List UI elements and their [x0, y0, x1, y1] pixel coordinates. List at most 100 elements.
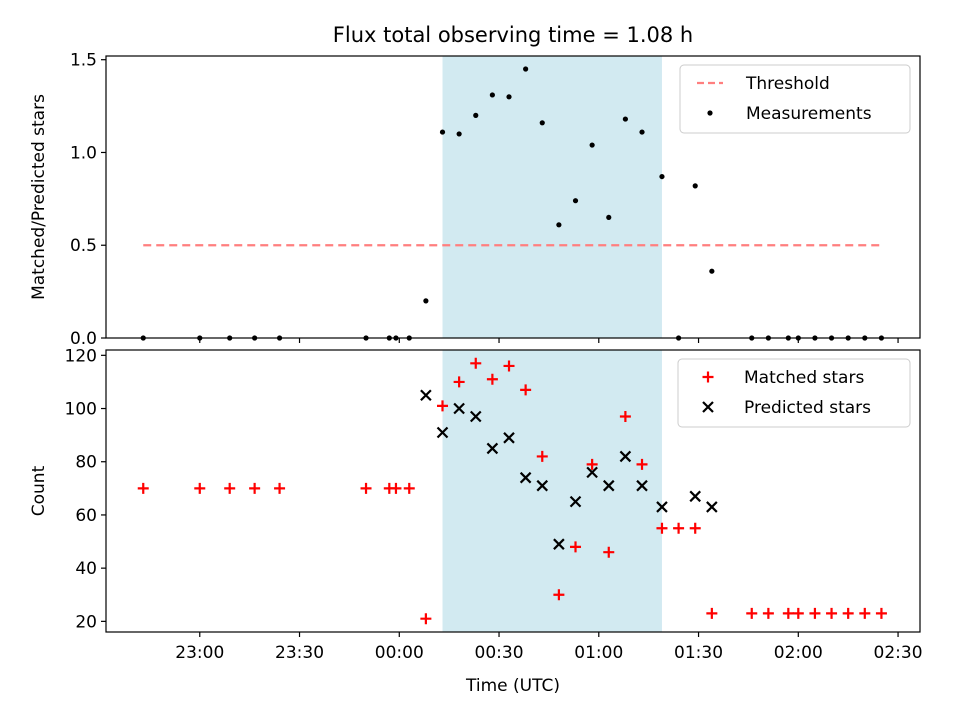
predicted-stars-point [619, 450, 632, 463]
matched-stars-point [859, 607, 871, 619]
matched-stars-point [619, 411, 631, 423]
matched-stars-point [503, 360, 515, 372]
predicted-stars-point [569, 495, 582, 508]
measurements-point [489, 92, 495, 98]
matched-stars-point [762, 607, 774, 619]
y-tick-label: 120 [65, 346, 97, 366]
predicted-stars-point [420, 389, 432, 402]
matched-stars-point [194, 482, 206, 494]
predicted-stars-point [503, 432, 515, 444]
plot-frame [105, 55, 921, 339]
measurements-point [709, 268, 715, 274]
measurements-point [523, 66, 529, 72]
matched-stars-point [792, 607, 804, 619]
matched-stars-point [553, 589, 565, 601]
legend-label: Threshold [745, 74, 830, 94]
predicted-stars-point [486, 442, 499, 455]
measurements-point [639, 129, 645, 135]
measurements-point [692, 183, 698, 189]
y-axis-label: Count [29, 465, 49, 516]
count-panel: 20 40 60 80 100 120 23:00 23:30 00:00 00:30 01:00 0… [29, 346, 923, 663]
legend-label: Measurements [746, 104, 872, 124]
predicted-stars-point [519, 471, 532, 484]
matched-stars-point [826, 607, 838, 619]
matched-stars-point [536, 450, 548, 462]
x-tick-label: 01:00 [574, 643, 623, 663]
y-tick-label: 60 [75, 506, 97, 526]
predicted-stars-point [586, 466, 598, 479]
matched-stars-point [875, 607, 887, 619]
legend-marker [702, 401, 714, 413]
measurements-point [589, 142, 595, 148]
matched-stars-point [603, 546, 615, 558]
measurements-point [473, 112, 479, 118]
measurements-point [622, 116, 628, 122]
measurements-point [506, 94, 512, 100]
matched-stars-point [809, 607, 821, 619]
observing-window-shade [442, 56, 662, 338]
predicted-stars-point [436, 426, 449, 439]
observing-window-shade [442, 350, 662, 632]
matched-stars-point [636, 458, 648, 470]
x-tick-label: 02:30 [874, 643, 923, 663]
predicted-stars-point [553, 538, 565, 550]
y-tick-label: 0.0 [70, 329, 97, 349]
predicted-stars-point [656, 501, 668, 513]
measurements-point [439, 129, 446, 135]
x-tick-label: 00:00 [375, 643, 424, 663]
matched-stars-point [656, 522, 668, 534]
predicted-stars-point [536, 479, 549, 492]
matched-stars-point [137, 482, 149, 494]
matched-stars-point [453, 376, 465, 388]
measurements-point [659, 173, 665, 180]
legend-box [679, 64, 911, 134]
x-tick-label: 23:00 [175, 643, 224, 663]
matched-stars-point [520, 384, 532, 396]
x-tick-label: 01:30 [674, 643, 723, 663]
measurements-point [539, 120, 545, 126]
y-tick-label: 100 [65, 400, 97, 420]
matched-stars-point [746, 607, 758, 619]
predicted-stars-point [636, 479, 648, 492]
legend-marker [702, 371, 714, 383]
matched-stars-point [706, 607, 718, 619]
matched-stars-point [403, 482, 415, 494]
predicted-stars-point [689, 490, 701, 503]
matched-stars-point [842, 607, 854, 619]
x-tick-label: 02:00 [774, 643, 823, 663]
matched-stars-point [470, 357, 482, 369]
measurements-point [572, 198, 579, 204]
matched-stars-point [486, 373, 498, 385]
y-tick-label: 20 [75, 612, 97, 632]
matched-stars-point [274, 482, 286, 494]
legend-marker [707, 110, 713, 116]
predicted-stars-point [469, 410, 482, 423]
matched-stars-point [420, 613, 432, 625]
matched-stars-point [570, 541, 582, 553]
predicted-stars-point [602, 479, 615, 492]
x-tick-label: 23:30 [275, 643, 324, 663]
legend-label: Matched stars [744, 368, 864, 388]
legend-box [677, 358, 911, 428]
y-tick-label: 1.5 [70, 51, 97, 71]
predicted-stars-point [453, 402, 465, 415]
ratio-panel: 0.0 0.5 1.0 1.5 Matched/Predicted stars Thres… [29, 51, 921, 349]
measurements-point [456, 131, 462, 137]
measurements-point [423, 298, 429, 304]
matched-stars-point [586, 458, 598, 470]
plot-frame [105, 349, 921, 633]
measurements-point [556, 222, 562, 228]
y-tick-label: 0.5 [70, 236, 97, 256]
matched-stars-point [673, 522, 685, 534]
y-axis-label: Matched/Predicted stars [29, 94, 49, 300]
matched-stars-point [689, 522, 701, 534]
chart-title: Flux total observing time = 1.08 h [333, 23, 693, 47]
matched-stars-point [390, 482, 402, 494]
measurements-point [606, 214, 612, 221]
x-tick-label: 00:30 [475, 643, 524, 663]
y-tick-label: 1.0 [70, 143, 97, 163]
matched-stars-point [437, 400, 449, 412]
legend-label: Predicted stars [744, 398, 871, 418]
matched-stars-point [224, 482, 236, 494]
